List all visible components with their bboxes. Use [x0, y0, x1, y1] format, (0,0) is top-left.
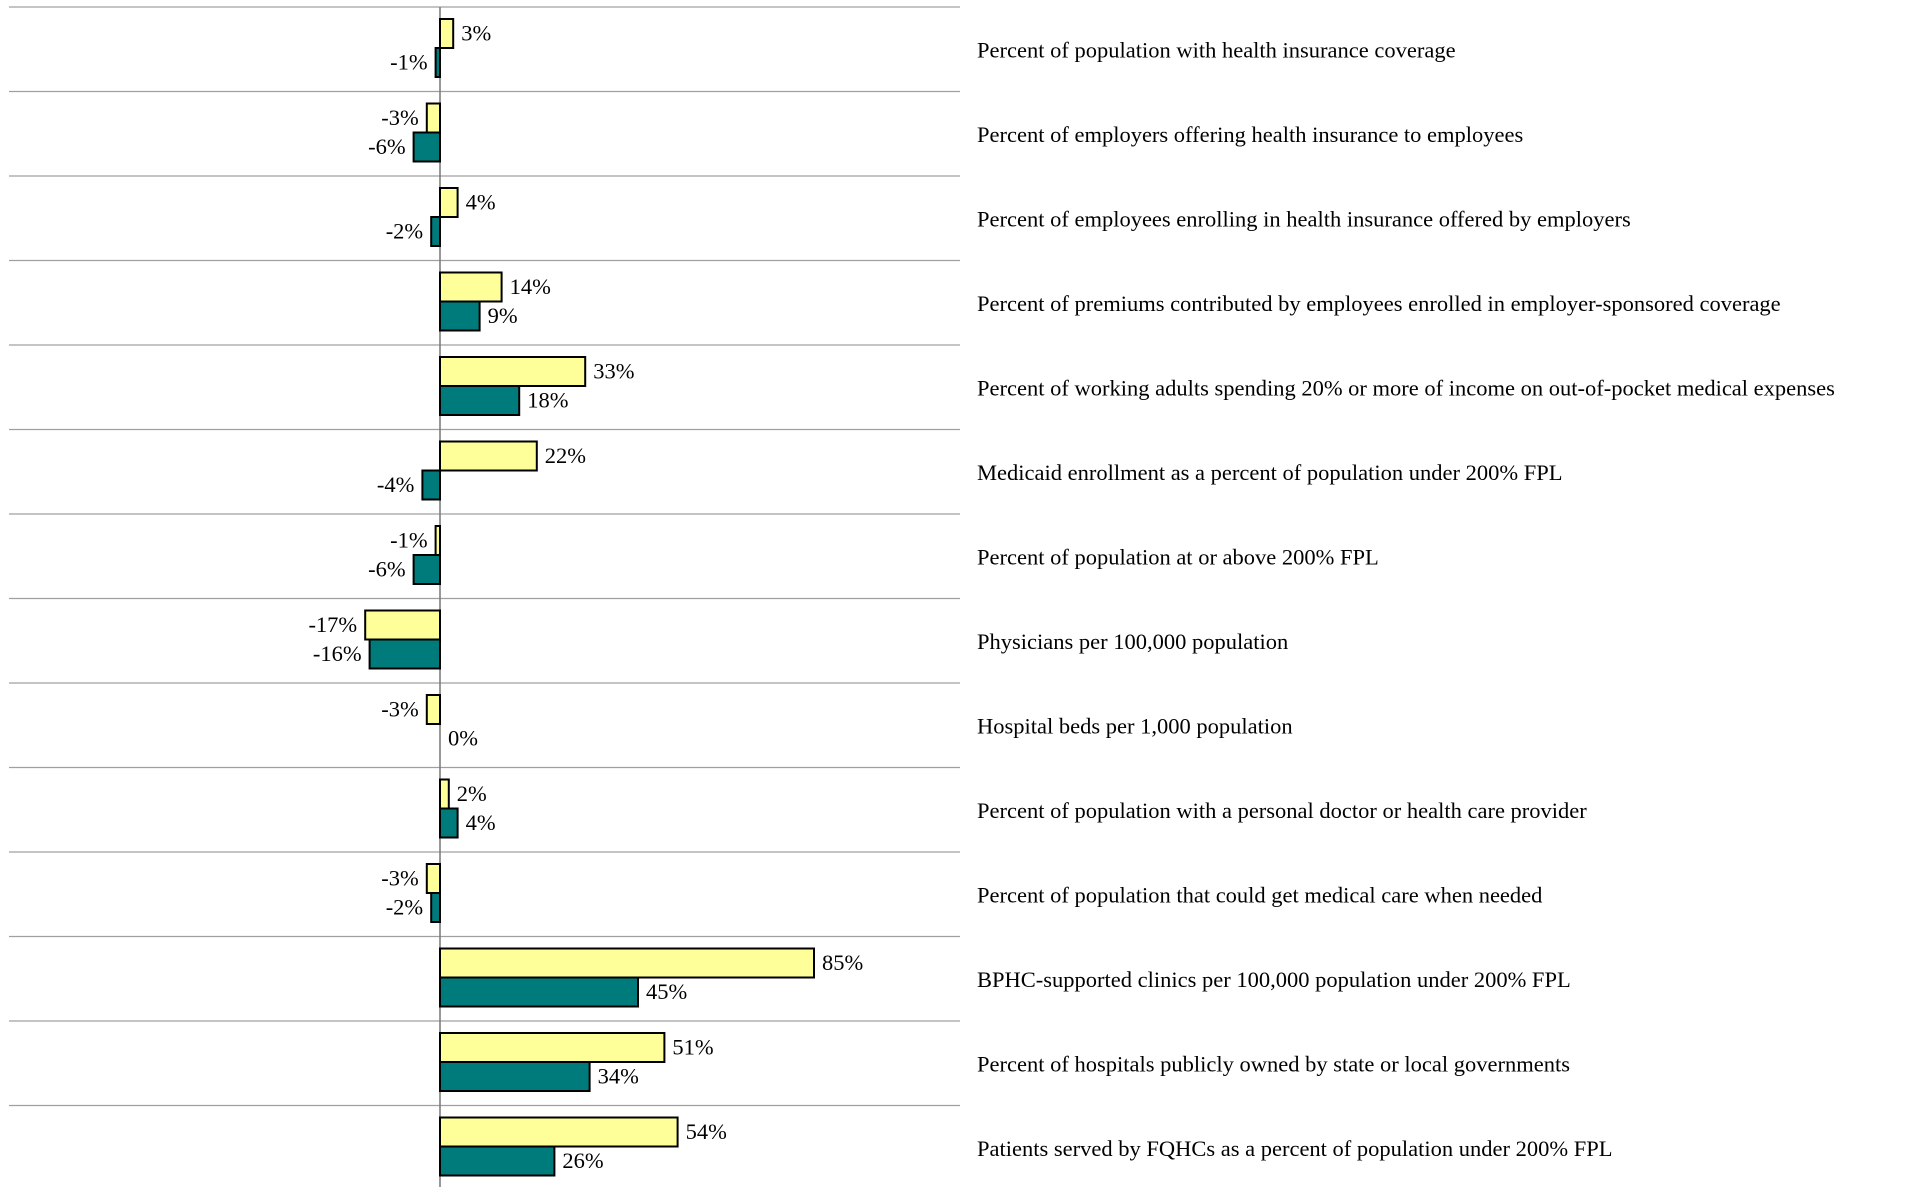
data-label: 51% [672, 1035, 713, 1060]
data-label: 9% [488, 303, 518, 328]
data-label: 34% [598, 1064, 639, 1089]
bar [412, 554, 442, 585]
data-label: -17% [308, 612, 357, 637]
category-label: Percent of premiums contributed by emplo… [977, 291, 1781, 316]
category-label: Patients served by FQHCs as a percent of… [977, 1136, 1613, 1161]
bar [439, 1032, 666, 1063]
bar [439, 356, 587, 387]
data-label: 2% [457, 781, 487, 806]
data-label: -1% [390, 50, 428, 75]
category-label: Medicaid enrollment as a percent of popu… [977, 460, 1562, 485]
data-label: 26% [562, 1148, 603, 1173]
data-label: 4% [466, 810, 496, 835]
data-label: 3% [461, 21, 491, 46]
data-label: -4% [377, 472, 415, 497]
bar [439, 271, 503, 303]
bar [425, 102, 441, 134]
data-label: -2% [386, 219, 424, 244]
bar [439, 947, 815, 979]
category-label: Percent of population with a personal do… [977, 798, 1587, 823]
bar [430, 216, 442, 247]
bar [439, 385, 521, 416]
category-label: Percent of population with health insura… [977, 37, 1456, 62]
bar [439, 440, 538, 472]
bar [364, 609, 442, 641]
data-label: -6% [368, 557, 406, 582]
category-label: Physicians per 100,000 population [977, 629, 1288, 654]
data-label: 33% [593, 359, 634, 384]
bar [430, 892, 442, 923]
bar [421, 469, 441, 501]
category-label: Percent of population at or above 200% F… [977, 544, 1379, 569]
bar [439, 778, 450, 810]
data-label: -3% [381, 866, 419, 891]
category-label: Percent of working adults spending 20% o… [977, 375, 1835, 400]
category-label: Percent of employers offering health ins… [977, 122, 1523, 147]
data-label: 14% [510, 274, 551, 299]
category-label: Hospital beds per 1,000 population [977, 713, 1293, 738]
bar [439, 187, 459, 218]
data-label: -3% [381, 105, 419, 130]
bar [439, 300, 481, 332]
data-label: -16% [313, 641, 362, 666]
bar [425, 694, 441, 725]
bar [434, 47, 442, 78]
bar [425, 863, 441, 894]
data-label: 18% [527, 388, 568, 413]
data-label: -1% [390, 528, 428, 553]
bar [368, 638, 442, 670]
data-label: 45% [646, 979, 687, 1004]
bar [439, 18, 455, 49]
data-label: 4% [466, 190, 496, 215]
category-label: BPHC-supported clinics per 100,000 popul… [977, 967, 1571, 992]
data-label: 22% [545, 443, 586, 468]
bar [434, 525, 442, 556]
bar [439, 1061, 591, 1092]
bar [439, 807, 459, 839]
bar [439, 1145, 556, 1177]
bar [412, 131, 442, 163]
bar [439, 976, 639, 1008]
data-label: 0% [448, 726, 478, 751]
data-label: 85% [822, 950, 863, 975]
category-label: Percent of employees enrolling in health… [977, 206, 1631, 231]
data-label: -2% [386, 895, 424, 920]
data-label: -3% [381, 697, 419, 722]
data-label: -6% [368, 134, 406, 159]
category-label: Percent of population that could get med… [977, 882, 1542, 907]
category-label: Percent of hospitals publicly owned by s… [977, 1051, 1570, 1076]
bar [439, 1116, 679, 1148]
data-label: 54% [686, 1119, 727, 1144]
